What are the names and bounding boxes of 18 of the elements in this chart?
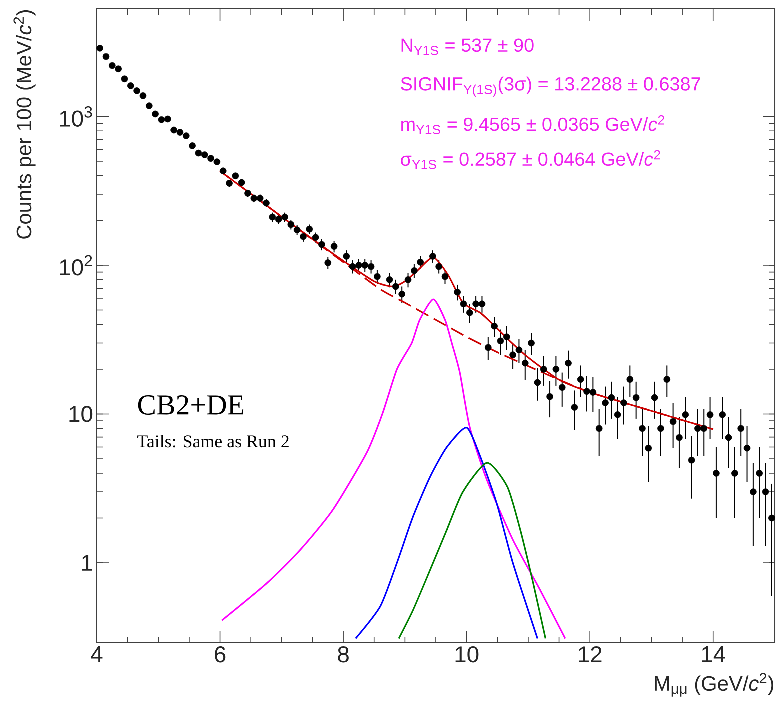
annotation: N$_{Υ1S}$ = 537 ± 90 bbox=[402, 38, 534, 56]
y-tick-label: 10$^{2}$ bbox=[60, 255, 92, 276]
y-tick-label: 10 bbox=[70, 406, 93, 422]
x-tick-label: 4 bbox=[91, 646, 103, 662]
x-tick-label: 10 bbox=[456, 646, 479, 663]
x-tick-label: 12 bbox=[579, 646, 602, 663]
x-tick-label: 6 bbox=[215, 646, 226, 663]
annotation: SIGNIF$_{Υ(1S)}$(3σ) = 13.2288 ± 0.6387 bbox=[401, 76, 700, 98]
x-tick-label: 8 bbox=[338, 646, 349, 663]
annotation: CB2+DE bbox=[138, 396, 244, 415]
x-tick-label: 14 bbox=[702, 646, 726, 662]
annotation: σ$_{Υ1S}$ = 0.2587 ± 0.0464 GeV/c$^{2}$ bbox=[401, 150, 660, 170]
annotation: m$_{Υ1S}$ = 9.4565 ± 0.0365 GeV/c$^{2}$ bbox=[402, 116, 664, 134]
x-axis-title: M$_{μμ}$ (GeV/c$^{2}$) bbox=[655, 673, 774, 697]
annotation: Tails: Same as Run 2 bbox=[138, 435, 289, 448]
y-tick-label: 10$^{3}$ bbox=[60, 106, 92, 127]
y-tick-label: 1 bbox=[82, 555, 92, 571]
y-axis-title: Counts per 100 (MeV/c$^{2}$) bbox=[14, 10, 36, 239]
